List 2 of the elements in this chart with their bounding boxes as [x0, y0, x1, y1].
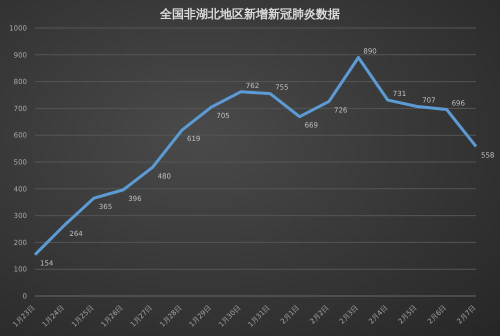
line-series — [34, 56, 478, 256]
chart-title: 全国非湖北地区新增新冠肺炎数据 — [159, 6, 341, 23]
